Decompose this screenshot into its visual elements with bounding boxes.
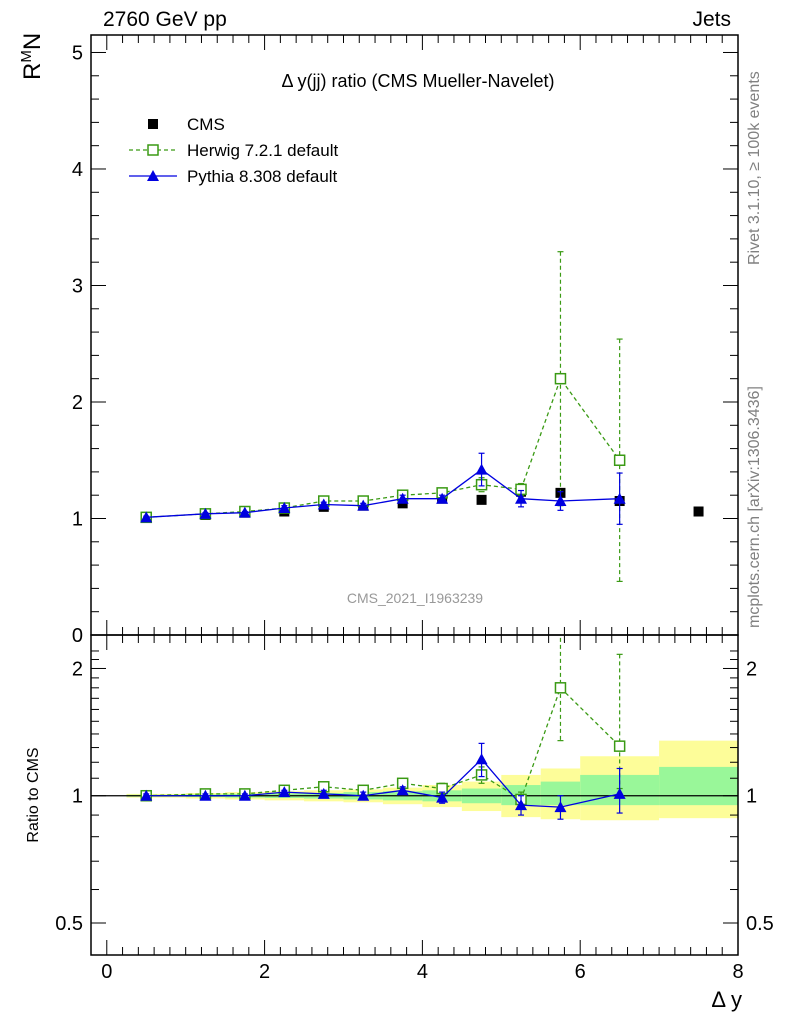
data-point	[476, 494, 487, 505]
ratio-plot-frame	[90, 634, 739, 956]
x-axis-label: Δ y	[711, 987, 742, 1012]
data-point	[357, 789, 370, 801]
analysis-watermark: CMS_2021_I1963239	[347, 590, 483, 606]
main-series-group	[140, 251, 704, 583]
data-point	[613, 787, 626, 799]
x-tick-label: 8	[732, 961, 743, 983]
data-point	[554, 682, 567, 694]
x-tick-label: 4	[417, 961, 428, 983]
data-point	[475, 463, 488, 475]
data-point	[515, 492, 528, 504]
ratio-band-inner	[540, 781, 581, 806]
y-axis-label-part: R	[19, 63, 46, 80]
data-point	[554, 801, 567, 813]
legend-entry	[129, 170, 177, 181]
data-point	[278, 786, 291, 798]
ratio-y-tick-label: 2	[72, 658, 83, 680]
y-axis-label-part: M	[18, 50, 35, 63]
data-point	[613, 492, 626, 504]
legend-entry	[148, 119, 158, 129]
data-point	[693, 506, 704, 517]
data-point	[554, 495, 567, 507]
header-category-label: Jets	[692, 8, 731, 31]
data-point	[140, 789, 153, 801]
ratio-bands	[126, 740, 738, 821]
ratio-y-tick-label: 0.5	[55, 913, 83, 935]
x-tick-label: 2	[259, 961, 270, 983]
legend-label: Herwig 7.2.1 default	[187, 141, 338, 160]
legend-marker	[147, 144, 159, 156]
y-tick-label: 0	[72, 625, 83, 647]
data-point	[515, 799, 528, 811]
data-point	[199, 789, 212, 801]
y-tick-label: 3	[72, 275, 83, 297]
series-line	[146, 758, 620, 808]
ratio-y-tick-label-right: 2	[746, 658, 757, 680]
y-axis-label: RMN	[18, 33, 46, 80]
x-tick-label: 6	[575, 961, 586, 983]
ratio-series-group	[140, 635, 626, 820]
series-line	[146, 468, 620, 518]
ratio-band-inner	[659, 766, 738, 806]
data-point	[238, 506, 251, 518]
ratio-y-tick-label: 1	[72, 786, 83, 808]
legend-marker	[148, 119, 158, 129]
data-point	[436, 791, 449, 803]
x-tick-label: 0	[101, 961, 112, 983]
data-point	[199, 507, 212, 519]
header-process-label: 2760 GeV pp	[103, 8, 227, 31]
legend-marker	[147, 170, 159, 181]
ratio-y-tick-label-right: 0.5	[746, 913, 774, 935]
legend-entry	[129, 144, 177, 156]
chart-title: Δ y(jj) ratio (CMS Mueller-Navelet)	[281, 71, 554, 91]
data-point	[396, 784, 409, 796]
legend-label: CMS	[187, 115, 225, 134]
data-point	[475, 753, 488, 765]
y-tick-label: 1	[72, 508, 83, 530]
data-point	[238, 789, 251, 801]
y-tick-label: 5	[72, 42, 83, 64]
data-point	[278, 502, 291, 514]
data-point	[396, 492, 409, 504]
y-tick-label: 2	[72, 392, 83, 414]
ratio-y-axis-label: Ratio to CMS	[25, 747, 42, 842]
data-point	[554, 372, 567, 385]
series-line	[146, 686, 621, 801]
data-point	[613, 454, 626, 466]
data-point	[317, 498, 330, 510]
legend-label: Pythia 8.308 default	[187, 167, 338, 186]
y-axis-label-part: N	[19, 33, 46, 50]
data-point	[317, 787, 330, 799]
data-point	[140, 511, 153, 523]
series-line	[146, 377, 621, 518]
data-point	[436, 492, 449, 504]
y-tick-label: 4	[72, 159, 83, 181]
data-point	[357, 499, 370, 511]
data-point	[613, 740, 626, 752]
ratio-y-tick-label-right: 1	[746, 786, 757, 808]
